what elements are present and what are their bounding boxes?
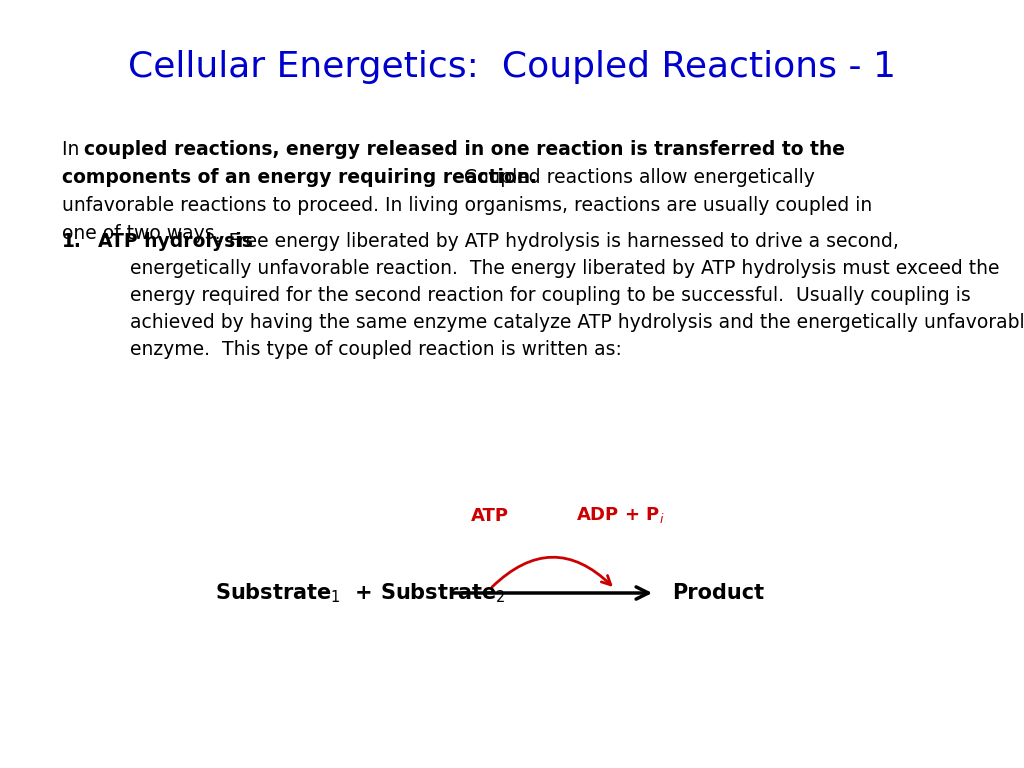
- Text: Cellular Energetics:  Coupled Reactions - 1: Cellular Energetics: Coupled Reactions -…: [128, 50, 896, 84]
- Text: 1.: 1.: [62, 232, 82, 251]
- Text: energy required for the second reaction for coupling to be successful.  Usually : energy required for the second reaction …: [130, 286, 971, 305]
- Text: +: +: [355, 583, 373, 603]
- Text: Coupled reactions allow energetically: Coupled reactions allow energetically: [452, 168, 815, 187]
- Text: ADP + P$_i$: ADP + P$_i$: [575, 505, 665, 525]
- Text: ATP: ATP: [471, 507, 509, 525]
- Text: - Free energy liberated by ATP hydrolysis is harnessed to drive a second,: - Free energy liberated by ATP hydrolysi…: [210, 232, 899, 251]
- Text: achieved by having the same enzyme catalyze ATP hydrolysis and the energetically: achieved by having the same enzyme catal…: [130, 313, 1024, 332]
- Text: unfavorable reactions to proceed. In living organisms, reactions are usually cou: unfavorable reactions to proceed. In liv…: [62, 196, 872, 215]
- FancyArrowPatch shape: [492, 558, 610, 587]
- Text: Substrate$_2$: Substrate$_2$: [380, 581, 506, 605]
- Text: In: In: [62, 140, 85, 159]
- Text: energetically unfavorable reaction.  The energy liberated by ATP hydrolysis must: energetically unfavorable reaction. The …: [130, 259, 999, 278]
- Text: Product: Product: [672, 583, 764, 603]
- Text: ATP hydrolysis: ATP hydrolysis: [98, 232, 253, 251]
- Text: enzyme.  This type of coupled reaction is written as:: enzyme. This type of coupled reaction is…: [130, 340, 622, 359]
- Text: components of an energy requiring reaction.: components of an energy requiring reacti…: [62, 168, 538, 187]
- Text: one of two ways.: one of two ways.: [62, 224, 220, 243]
- Text: coupled reactions, energy released in one reaction is transferred to the: coupled reactions, energy released in on…: [84, 140, 845, 159]
- Text: Substrate$_1$: Substrate$_1$: [215, 581, 341, 605]
